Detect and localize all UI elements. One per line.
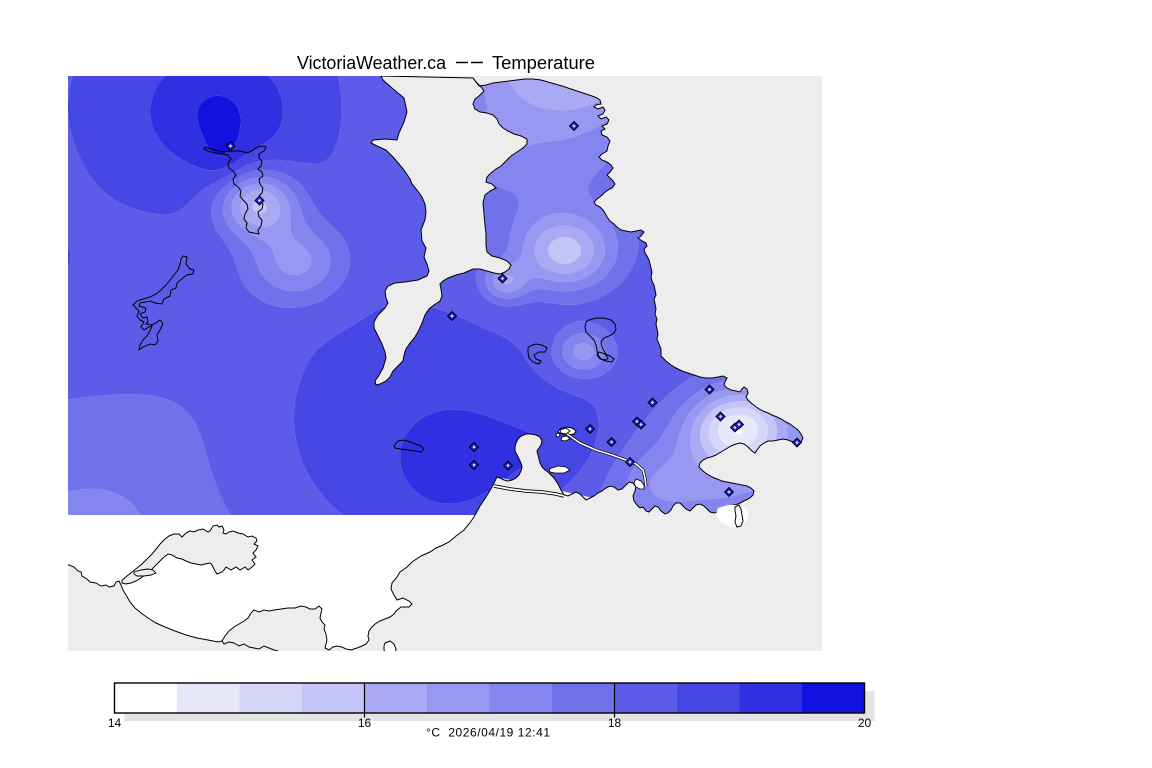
svg-text:20: 20 <box>858 716 872 730</box>
svg-text:Temperature: Temperature <box>492 52 595 73</box>
svg-text:°C 2026/04/19 12:41: °C 2026/04/19 12:41 <box>426 726 551 740</box>
svg-text:18: 18 <box>608 716 622 730</box>
svg-text:VictoriaWeather.ca: VictoriaWeather.ca <box>297 52 447 73</box>
svg-text:16: 16 <box>358 716 372 730</box>
svg-text:14: 14 <box>108 716 122 730</box>
